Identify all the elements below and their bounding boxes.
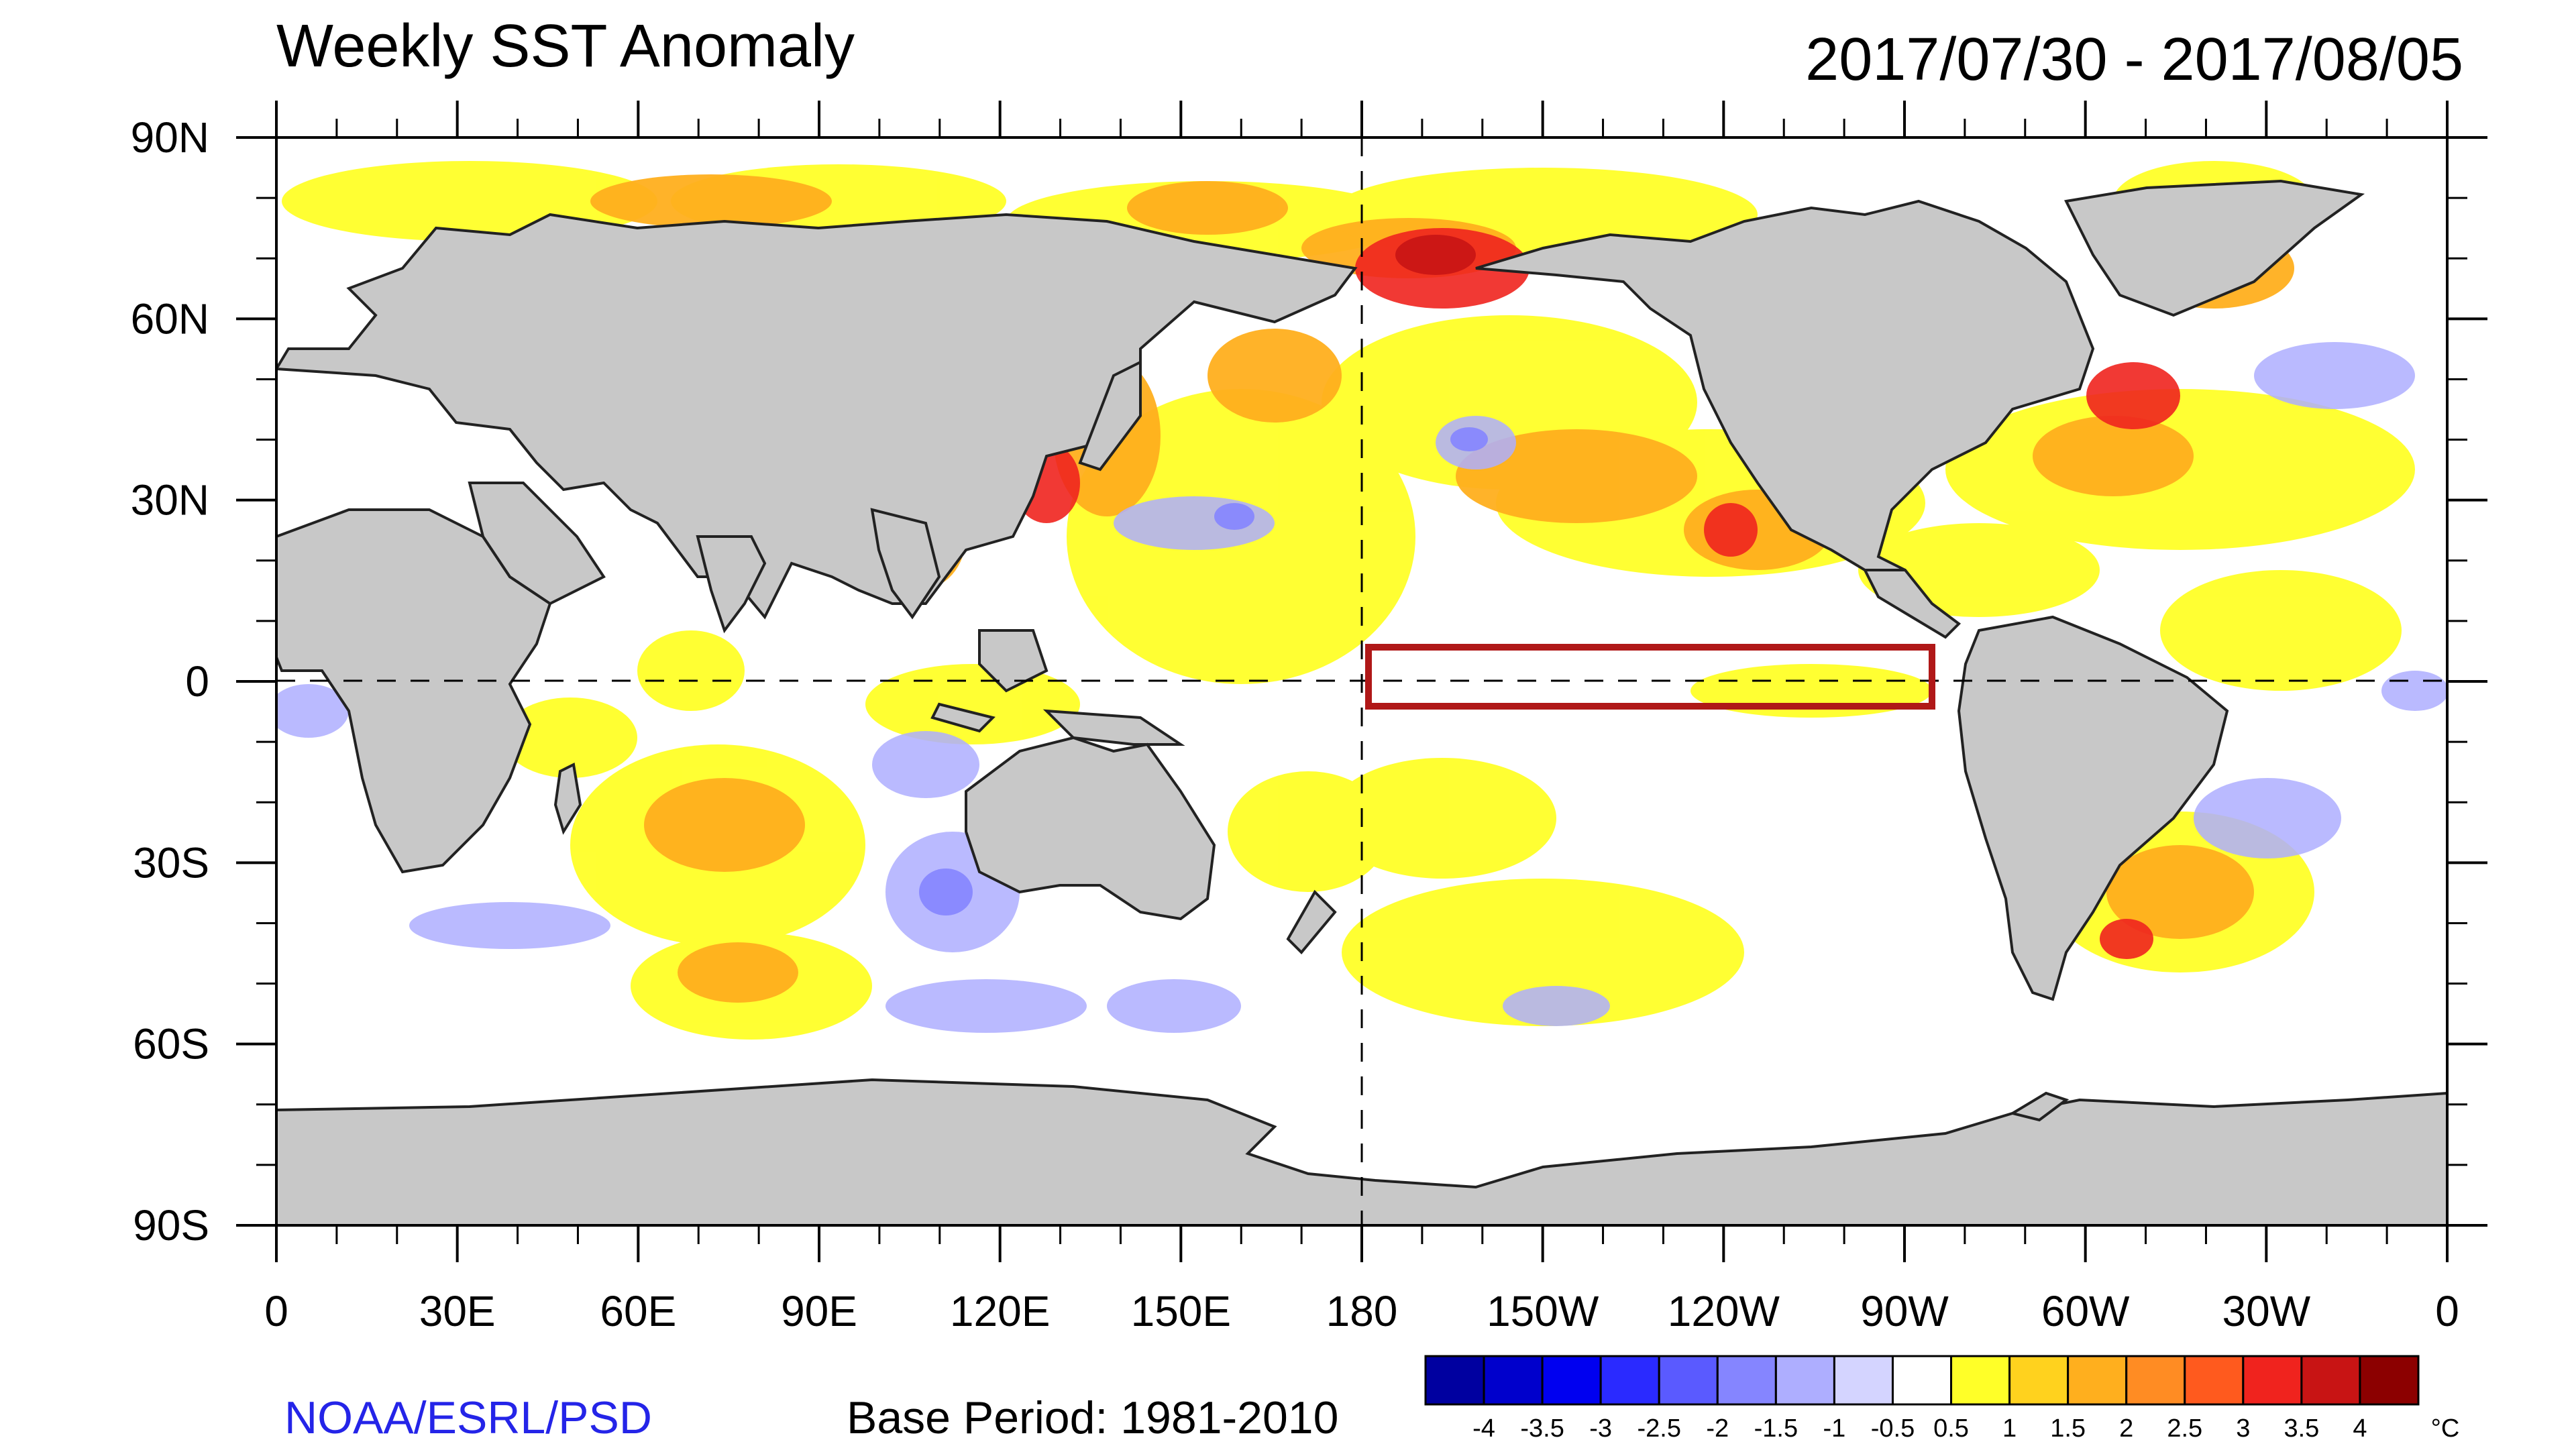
colorbar-unit: °C <box>2431 1414 2460 1443</box>
colorbar-swatch <box>2125 1355 2186 1406</box>
lat-label: 90N <box>131 113 209 162</box>
colorbar-swatch <box>2300 1355 2361 1406</box>
lat-label: 60N <box>131 294 209 343</box>
colorbar-level-label: -3.5 <box>1520 1414 1564 1443</box>
date-range: 2017/07/30 - 2017/08/05 <box>1805 26 2463 93</box>
colorbar-level-label: -3 <box>1589 1414 1612 1443</box>
colorbar-level-label: 2.5 <box>2167 1414 2202 1443</box>
colorbar-level-label: -0.5 <box>1871 1414 1915 1443</box>
colorbar-swatch <box>1483 1355 1544 1406</box>
colorbar-level-label: -2.5 <box>1637 1414 1680 1443</box>
colorbar-level-label: 4 <box>2353 1414 2367 1443</box>
lon-label: 0 <box>264 1287 288 1335</box>
lat-label: 90S <box>133 1201 209 1249</box>
colorbar-level-label: 3.5 <box>2284 1414 2319 1443</box>
lat-label: 30N <box>131 476 209 524</box>
lon-label: 30E <box>419 1287 496 1335</box>
base-period: Base Period: 1981-2010 <box>847 1392 1339 1443</box>
lat-label: 30S <box>133 838 209 887</box>
lon-label: 150W <box>1487 1287 1599 1335</box>
colorbar-swatch <box>1541 1355 1602 1406</box>
lat-label: 0 <box>185 657 209 706</box>
land-masses <box>276 179 2447 1225</box>
colorbar-swatch <box>2242 1355 2303 1406</box>
lon-label: 90E <box>781 1287 857 1335</box>
colorbar-swatch <box>1716 1355 1777 1406</box>
lon-label: 120E <box>950 1287 1050 1335</box>
colorbar-swatch <box>1833 1355 1894 1406</box>
colorbar-level-label: -2 <box>1706 1414 1729 1443</box>
lon-label: 60W <box>2041 1287 2130 1335</box>
colorbar-level-label: 1 <box>2002 1414 2017 1443</box>
lon-label: 90W <box>1860 1287 1949 1335</box>
colorbar-level-label: 0.5 <box>1933 1414 1969 1443</box>
lon-label: 120W <box>1668 1287 1780 1335</box>
colorbar-swatch <box>1599 1355 1660 1406</box>
colorbar-swatch <box>2184 1355 2245 1406</box>
nino-region-box <box>1365 644 1935 710</box>
lon-label: 180 <box>1326 1287 1398 1335</box>
colorbar-swatch <box>1891 1355 1953 1406</box>
colorbar-level-label: -1 <box>1823 1414 1846 1443</box>
lon-label: 60E <box>600 1287 676 1335</box>
colorbar-level-label: -1.5 <box>1754 1414 1798 1443</box>
colorbar-level-label: -4 <box>1472 1414 1495 1443</box>
axes: 90N 60N 30N 0 30S 60S 90S 0 30E 60E 90E 120E 150E 180… <box>131 101 2487 1335</box>
colorbar: -4 -3.5 -3 -2.5 -2 -1.5 -1 -0.5 0.5 1 1.5 2 2.5 3 3.5 4… <box>1424 1355 2460 1443</box>
colorbar-swatch <box>1774 1355 1835 1406</box>
map-title: Weekly SST Anomaly <box>276 13 855 80</box>
credit-text: NOAA/ESRL/PSD <box>284 1392 652 1443</box>
lon-label: 150E <box>1131 1287 1231 1335</box>
colorbar-swatch <box>2008 1355 2070 1406</box>
colorbar-level-label: 3 <box>2236 1414 2250 1443</box>
colorbar-swatch <box>2359 1355 2420 1406</box>
lon-label: 30W <box>2222 1287 2311 1335</box>
colorbar-swatch <box>1658 1355 1719 1406</box>
colorbar-swatch <box>1424 1355 1485 1406</box>
colorbar-swatch <box>2067 1355 2128 1406</box>
lat-label: 60S <box>133 1020 209 1068</box>
lon-label: 0 <box>2435 1287 2459 1335</box>
colorbar-level-label: 1.5 <box>2050 1414 2086 1443</box>
colorbar-level-label: 2 <box>2119 1414 2133 1443</box>
colorbar-swatch <box>1950 1355 2011 1406</box>
anomaly-field <box>276 161 2447 1225</box>
